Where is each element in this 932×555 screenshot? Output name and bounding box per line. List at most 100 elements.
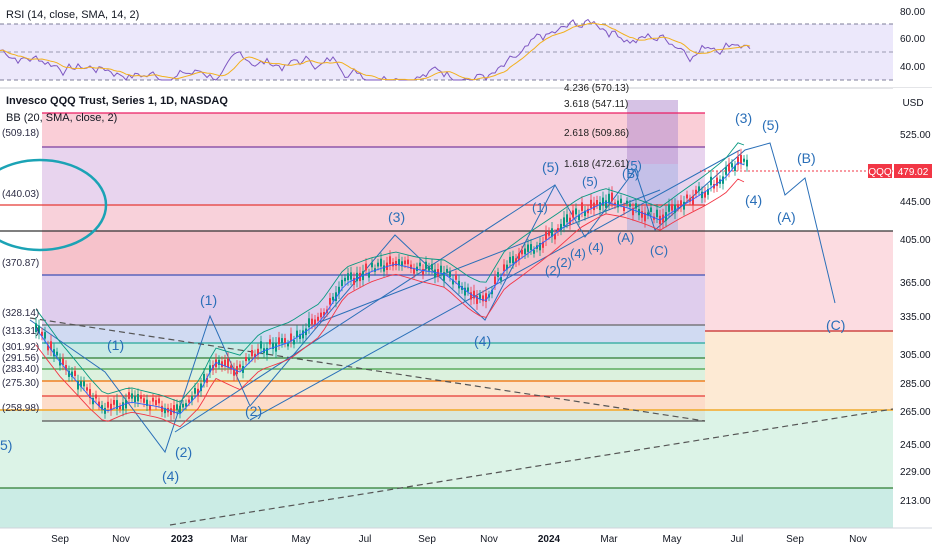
candle-body [743,158,745,162]
price-tick: 525.00 [900,130,931,141]
candle-body [740,155,742,164]
candle-body [332,296,334,301]
candle-body [545,231,547,240]
candle-body [602,197,604,206]
candle-body [377,262,379,267]
svg-text:(A): (A) [777,209,796,225]
candle-body [383,265,385,272]
candle-body [692,196,694,205]
candle-body [68,370,70,377]
candle-body [434,269,436,278]
candle-body [266,347,268,356]
price-tag [894,164,932,178]
candle-body [236,366,238,375]
candle-body [239,364,241,368]
candle-body [479,294,481,299]
candle-body [464,287,466,296]
candle-body [257,348,259,355]
candle-body [746,159,748,167]
candle-body [641,211,643,218]
candle-body [521,250,523,255]
candle-body [110,403,112,411]
candle-body [668,204,670,212]
time-tick: Jul [731,534,744,545]
candle-body [335,292,337,301]
wave-labels: 5) (1) (1) (2) (4) (2) (3) (4) (5) (1) (… [0,110,845,484]
svg-text:(B): (B) [622,166,639,181]
candle-body [206,377,208,383]
svg-text:(4): (4) [162,468,179,484]
candle-body [41,331,43,337]
candle-body [575,208,577,215]
candle-body [653,216,655,220]
candle-body [314,319,316,325]
candle-body [284,338,286,343]
svg-text:(5): (5) [542,159,559,175]
candle-body [449,271,451,277]
candle-body [371,262,373,268]
price-tick: 213.00 [900,496,931,507]
candle-body [410,264,412,269]
bb-upper [35,142,745,403]
time-tick: Nov [480,534,498,545]
fib-bands [0,100,893,528]
candle-body [671,204,673,211]
candle-body [530,244,532,250]
candle-body [125,399,127,409]
candle-body [431,264,433,270]
time-tick: Sep [51,534,69,545]
candle-body [86,387,88,391]
time-axis-ticks: Sep Nov 2023 Mar May Jul Sep Nov 2024 Mar May Jul Se… [51,534,867,545]
candle-body [635,203,637,209]
left-level-label: (283.40) [2,364,39,375]
candle-body [260,341,262,349]
svg-text:(1): (1) [200,292,217,308]
candle-body [50,341,52,350]
candle-body [200,383,202,392]
price-tick: 229.00 [900,467,931,478]
time-tick: Mar [600,534,618,545]
candle-body [317,316,319,321]
candle-body [419,262,421,267]
candle-body [281,338,283,344]
time-tick: 2023 [171,534,194,545]
elliott-wave-path [29,142,836,454]
candle-body [44,332,46,339]
candle-body [515,258,517,263]
candle-body [482,295,484,302]
candle-body [506,264,508,270]
price-axis[interactable] [893,88,932,528]
candle-body [518,253,520,260]
candle-body [425,261,427,269]
candle-body [176,404,178,410]
candle-body [311,318,313,325]
chart-title[interactable]: Invesco QQQ Trust, Series 1, 1D, NASDAQ [6,95,228,107]
candle-body [677,204,679,208]
candle-body [470,292,472,300]
candle-body [713,184,715,189]
bb-basis [35,161,745,415]
candle-body [398,259,400,266]
candle-body [230,365,232,370]
svg-text:(2): (2) [245,403,262,419]
svg-text:(2): (2) [545,263,561,278]
candle-body [347,273,349,281]
candle-body [557,228,559,232]
candle-body [131,393,133,399]
candle-body [38,325,40,334]
candle-body [680,200,682,207]
symbol-tag-text: QQQ [868,167,892,178]
svg-text:(1): (1) [532,200,548,215]
candle-body [338,286,340,294]
candle-body [365,263,367,271]
bb-label[interactable]: BB (20, SMA, close, 2) [6,112,118,124]
candle-body [392,262,394,267]
candle-body [674,204,676,213]
rsi-label[interactable]: RSI (14, close, SMA, 14, 2) [6,9,140,21]
svg-text:(4): (4) [570,246,586,261]
candle-body [119,406,121,410]
svg-text:(2): (2) [175,444,192,460]
svg-text:(3): (3) [388,209,405,225]
